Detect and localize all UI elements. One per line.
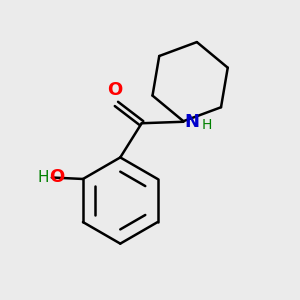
Text: N: N <box>185 113 200 131</box>
Text: O: O <box>107 81 123 99</box>
Text: H: H <box>38 170 50 185</box>
Text: O: O <box>50 169 64 187</box>
Text: H: H <box>202 118 212 132</box>
